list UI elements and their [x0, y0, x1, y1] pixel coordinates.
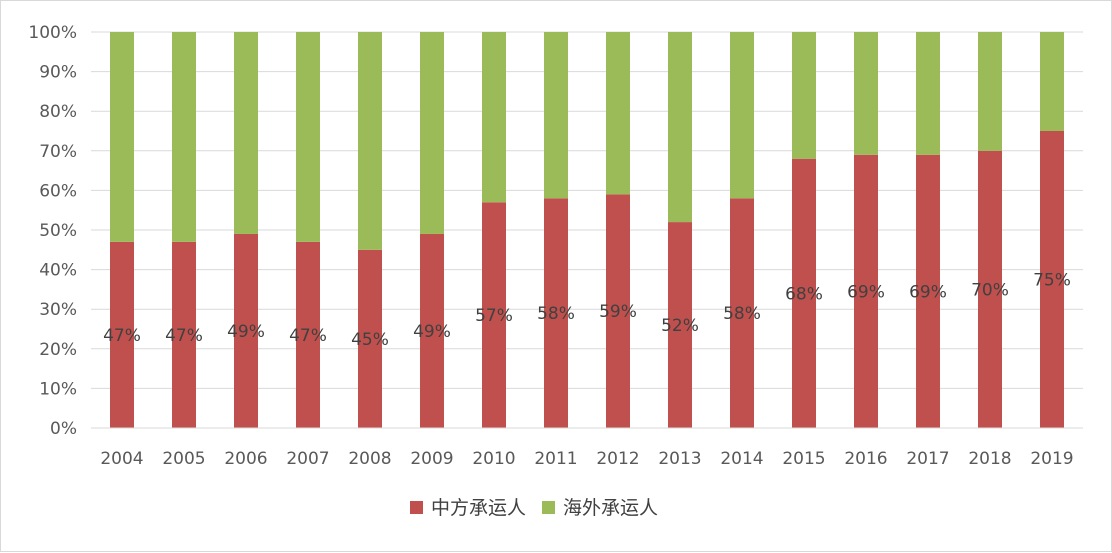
- data-label: 75%: [1033, 271, 1071, 291]
- x-tick-label: 2018: [968, 449, 1011, 469]
- bar-foreign: [358, 32, 382, 250]
- x-tick-label: 2016: [844, 449, 887, 469]
- data-label: 49%: [413, 322, 451, 342]
- data-label: 52%: [661, 316, 699, 336]
- data-label: 69%: [847, 282, 885, 302]
- bar-foreign: [420, 32, 444, 234]
- x-tick-label: 2007: [286, 449, 329, 469]
- y-tick-label: 10%: [39, 379, 77, 399]
- bar-domestic: [234, 233, 258, 428]
- bar-domestic: [110, 241, 134, 428]
- x-tick-label: 2011: [534, 449, 577, 469]
- bar-foreign: [110, 32, 134, 242]
- data-label: 47%: [165, 326, 203, 346]
- bar-foreign: [482, 32, 506, 203]
- data-label: 58%: [723, 304, 761, 324]
- legend-label: 海外承运人: [563, 497, 658, 519]
- x-tick-label: 2010: [472, 449, 515, 469]
- bar-foreign: [854, 32, 878, 155]
- y-tick-label: 0%: [50, 419, 77, 439]
- x-tick-label: 2009: [410, 449, 453, 469]
- data-label: 70%: [971, 280, 1009, 300]
- x-tick-label: 2012: [596, 449, 639, 469]
- bar-domestic: [730, 198, 754, 428]
- x-tick-label: 2014: [720, 449, 763, 469]
- y-tick-label: 90%: [39, 63, 77, 83]
- bar-domestic: [1040, 131, 1064, 428]
- y-tick-label: 30%: [39, 300, 77, 320]
- bar-domestic: [854, 154, 878, 428]
- bar-domestic: [668, 222, 692, 428]
- bar-domestic: [916, 154, 940, 428]
- bar-foreign: [792, 32, 816, 159]
- bar-domestic: [482, 202, 506, 428]
- bar-foreign: [978, 32, 1002, 151]
- x-tick-label: 2015: [782, 449, 825, 469]
- x-tick-label: 2013: [658, 449, 701, 469]
- data-label: 59%: [599, 302, 637, 322]
- bar-foreign: [916, 32, 940, 155]
- bar-foreign: [1040, 32, 1064, 131]
- y-tick-label: 50%: [39, 221, 77, 241]
- y-tick-label: 100%: [28, 23, 77, 43]
- legend-label: 中方承运人: [431, 497, 526, 519]
- x-tick-label: 2008: [348, 449, 391, 469]
- bar-foreign: [544, 32, 568, 199]
- bar-domestic: [544, 198, 568, 428]
- bar-domestic: [420, 233, 444, 428]
- data-label: 49%: [227, 322, 265, 342]
- bar-foreign: [234, 32, 258, 234]
- data-label: 47%: [289, 326, 327, 346]
- x-tick-label: 2017: [906, 449, 949, 469]
- bar-foreign: [730, 32, 754, 199]
- data-label: 69%: [909, 282, 947, 302]
- data-label: 68%: [785, 284, 823, 304]
- data-label: 47%: [103, 326, 141, 346]
- legend-swatch: [542, 501, 555, 514]
- bar-domestic: [358, 249, 382, 428]
- data-label: 45%: [351, 330, 389, 350]
- bar-foreign: [172, 32, 196, 242]
- x-tick-label: 2019: [1030, 449, 1073, 469]
- bar-domestic: [978, 150, 1002, 429]
- y-tick-label: 80%: [39, 102, 77, 122]
- bar-domestic: [792, 158, 816, 428]
- legend-swatch: [410, 501, 423, 514]
- x-tick-label: 2006: [224, 449, 267, 469]
- bar-domestic: [296, 241, 320, 428]
- bar-domestic: [172, 241, 196, 428]
- x-tick-label: 2004: [100, 449, 143, 469]
- x-tick-label: 2005: [162, 449, 205, 469]
- bar-foreign: [296, 32, 320, 242]
- y-tick-label: 60%: [39, 181, 77, 201]
- bar-domestic: [606, 194, 630, 428]
- data-label: 57%: [475, 306, 513, 326]
- data-label: 58%: [537, 304, 575, 324]
- bar-foreign: [668, 32, 692, 223]
- y-tick-label: 20%: [39, 340, 77, 360]
- y-tick-label: 70%: [39, 142, 77, 162]
- bar-foreign: [606, 32, 630, 195]
- y-tick-label: 40%: [39, 261, 77, 281]
